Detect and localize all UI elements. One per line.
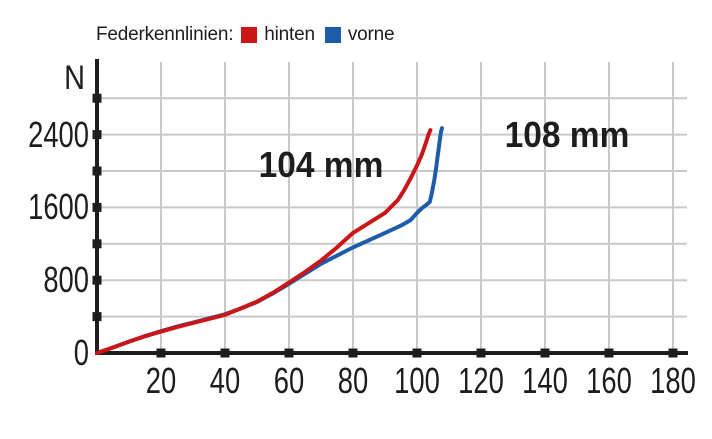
- y-tick-label: 1600: [28, 186, 89, 228]
- x-tick-label: 120: [458, 360, 504, 401]
- y-axis-tick: [92, 239, 102, 249]
- x-axis-tick: [540, 348, 550, 358]
- legend-title: Federkennlinien:: [96, 24, 234, 45]
- annotation-hinten: 104 mm: [258, 143, 384, 185]
- legend-item-vorne: vorne: [324, 24, 395, 45]
- x-tick-label: 140: [522, 360, 568, 401]
- legend-swatch-hinten: [241, 27, 258, 43]
- annotation-vorne: 108 mm: [505, 113, 630, 155]
- y-tick-label: 0: [73, 332, 89, 373]
- legend-swatch-vorne: [324, 27, 341, 43]
- x-axis-tick: [412, 348, 422, 358]
- x-tick-label: 100: [394, 360, 440, 401]
- x-axis-tick: [604, 348, 614, 358]
- legend-label: hinten: [264, 24, 315, 45]
- x-tick-label: 60: [273, 360, 305, 401]
- legend-items: hinten vorne: [241, 24, 395, 45]
- y-axis-unit-label: N: [64, 59, 85, 97]
- y-axis-tick: [92, 166, 102, 176]
- y-tick-label: 2400: [28, 113, 89, 155]
- grid-layer: [97, 62, 687, 353]
- y-axis-tick: [92, 93, 102, 103]
- y-tick-label: 800: [43, 259, 89, 301]
- axis-layer: [92, 59, 688, 358]
- series-layer: [95, 126, 444, 355]
- y-axis-tick: [92, 130, 102, 140]
- x-axis-tick: [476, 348, 486, 358]
- x-tick-label: 80: [337, 360, 369, 401]
- x-tick-label: 180: [650, 360, 696, 401]
- y-axis-tick: [92, 312, 102, 322]
- x-tick-label: 40: [209, 360, 241, 401]
- x-axis-tick: [156, 348, 166, 358]
- legend-label: vorne: [347, 24, 395, 45]
- x-axis-tick: [348, 348, 358, 358]
- series-curve-hinten: [95, 128, 433, 355]
- x-tick-label: 160: [586, 360, 632, 401]
- y-axis-tick: [92, 275, 102, 285]
- chart-legend: Federkennlinien: hinten vorne: [96, 24, 395, 45]
- x-axis-tick: [220, 348, 230, 358]
- x-tick-label: 20: [145, 360, 177, 401]
- legend-item-hinten: hinten: [241, 25, 315, 45]
- x-axis-tick: [284, 348, 294, 358]
- x-axis-tick: [668, 348, 678, 358]
- y-axis-tick: [92, 202, 102, 212]
